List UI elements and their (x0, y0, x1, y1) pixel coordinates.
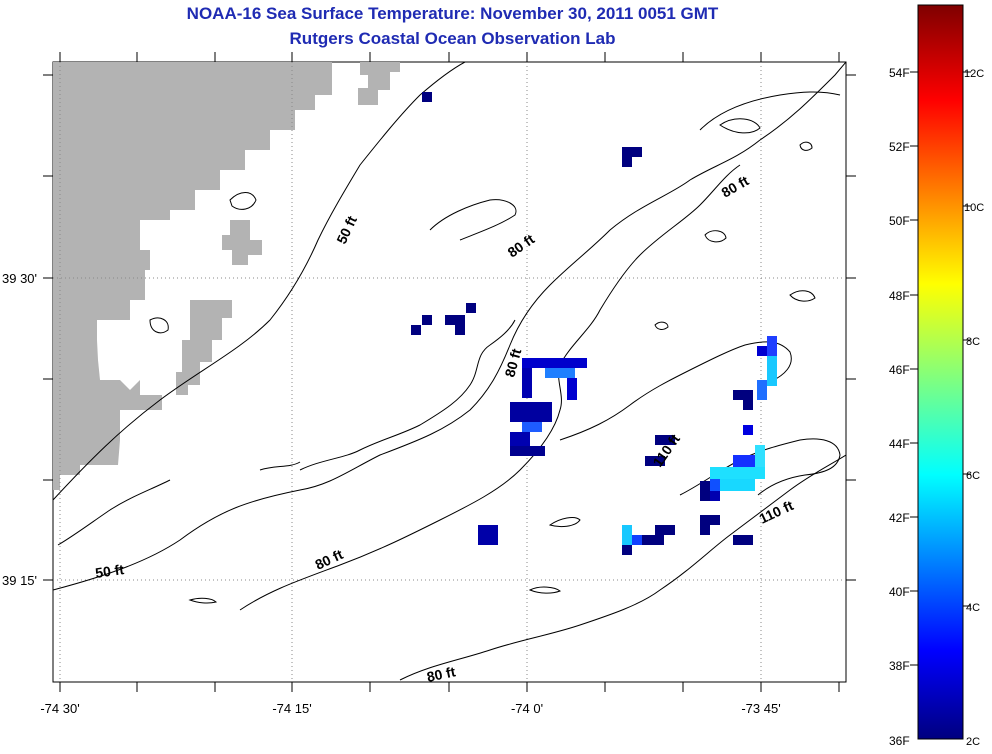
colorbar-f-label: 46F (889, 363, 910, 377)
contour-label: 80 ft (501, 347, 524, 379)
colorbar-c-label: 4C (966, 602, 980, 614)
map-subtitle: Rutgers Coastal Ocean Observation Lab (289, 29, 616, 48)
graticule (53, 62, 846, 682)
land-mass (358, 62, 400, 105)
colorbar (917, 4, 964, 740)
land-mass (176, 300, 232, 395)
colorbar-f-label: 38F (889, 659, 910, 673)
colorbar-f-label: 50F (889, 214, 910, 228)
colorbar-f-label: 52F (889, 140, 910, 154)
colorbar-f-label: 40F (889, 585, 910, 599)
colorbar-f-label: 42F (889, 511, 910, 525)
lon-label: -73 45' (741, 701, 780, 716)
land-mass (140, 395, 162, 410)
lat-label: 39 15' (2, 573, 37, 588)
sst-pixels (411, 92, 777, 555)
colorbar-c-label: 2C (966, 736, 980, 748)
lon-label: -74 0' (511, 701, 543, 716)
colorbar-f-label: 48F (889, 289, 910, 303)
colorbar-c-label: 8C (966, 336, 980, 348)
land-mass (53, 62, 332, 490)
colorbar-c-label: 6C (966, 470, 980, 482)
lon-label: -74 15' (272, 701, 311, 716)
axis-ticks (43, 52, 856, 692)
contour-label: 80 ft (425, 663, 457, 685)
lat-label: 39 30' (2, 271, 37, 286)
depth-contours (53, 62, 846, 681)
land-mass (222, 220, 262, 265)
colorbar-f-label: 54F (889, 66, 910, 80)
contour-label: 50 ft (94, 561, 125, 581)
map-title: NOAA-16 Sea Surface Temperature: Novembe… (186, 4, 719, 23)
colorbar-ticks (910, 71, 971, 666)
colorbar-c-label: 10C (964, 202, 984, 214)
colorbar-c-label: 12C (964, 68, 984, 80)
lon-label: -74 30' (40, 701, 79, 716)
colorbar-f-label: 44F (889, 437, 910, 451)
colorbar-f-label: 36F (889, 734, 910, 748)
